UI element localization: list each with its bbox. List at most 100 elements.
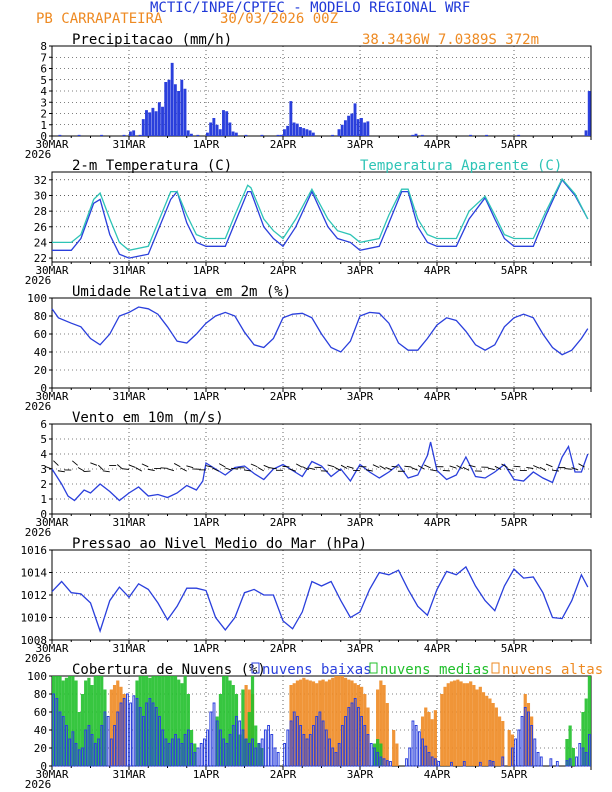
precip-bar — [517, 134, 521, 136]
cloud-bar-nuvens-altas — [488, 698, 492, 766]
cloud-bar-nuvens-altas — [443, 686, 447, 766]
wind-arrow — [533, 465, 540, 469]
cloud-bar-nuvens-altas — [360, 686, 364, 766]
precip-bar — [173, 84, 177, 136]
x-tick-label: 3APR — [347, 768, 374, 781]
cloud-bar-baixas — [273, 747, 277, 767]
cloud-bar-baixas — [58, 711, 62, 767]
wind-arrow — [205, 465, 213, 468]
cloud-bar-baixas — [389, 761, 392, 767]
precip-bar — [420, 134, 424, 136]
wind-arrow — [539, 466, 547, 472]
cloud-bar-nuvens-altas — [462, 683, 466, 766]
wind-arrow — [365, 469, 373, 472]
cloud-bar-nuvens-medias — [250, 676, 255, 766]
wind-arrow — [327, 464, 335, 468]
x-tick-label: 30MAR — [35, 138, 68, 151]
cloud-bar-baixas — [405, 758, 408, 767]
legend-label: nuvens altas — [502, 662, 603, 678]
wind-arrow — [282, 465, 290, 468]
precip-bar — [260, 134, 264, 136]
wind-arrow — [83, 470, 91, 473]
cloud-bar-nuvens-altas — [244, 685, 248, 766]
x-tick-label: 31MAR — [112, 138, 145, 151]
wind-arrow — [391, 465, 399, 468]
cloud-bar-baixas — [315, 716, 319, 767]
cloud-bar-baixas — [328, 738, 331, 767]
cloud-bar-baixas — [228, 734, 232, 767]
cloud-bar-baixas — [97, 738, 100, 767]
x-year-label: 2026 — [25, 148, 52, 161]
y-tick-label: 2 — [40, 108, 47, 121]
precip-bar — [244, 134, 248, 136]
y-tick-label: 22 — [34, 252, 47, 265]
cloud-bar-nuvens-medias — [145, 676, 149, 766]
cloud-bar-nuvens-altas — [343, 677, 348, 766]
cloud-bar-baixas — [292, 711, 296, 767]
precip-bar — [161, 106, 164, 136]
cloud-bar-baixas — [324, 729, 328, 767]
cloud-bar-nuvens-medias — [167, 676, 171, 766]
precip-bar — [196, 134, 200, 136]
cloud-bar-nuvens-medias — [135, 680, 139, 766]
wind-arrow — [340, 464, 348, 469]
cloud-bar-nuvens-altas — [501, 721, 505, 766]
wind-arrow — [302, 466, 309, 471]
cloud-bar-baixas — [219, 729, 222, 767]
wind-arrow — [551, 469, 559, 472]
cloud-bar-nuvens-medias — [180, 683, 184, 766]
wind-arrow — [257, 466, 264, 472]
cloud-bar-nuvens-altas — [366, 707, 370, 766]
cloud-bar-baixas — [251, 738, 254, 767]
precip-bar — [311, 132, 315, 136]
plot-frame — [51, 297, 592, 389]
y-tick-label: 0 — [40, 382, 47, 395]
wind-arrow — [578, 463, 585, 468]
wind-arrow — [53, 460, 59, 466]
y-tick-label: 28 — [34, 205, 47, 218]
y-tick-label: 0 — [40, 508, 47, 521]
x-tick-label: 4APR — [424, 768, 451, 781]
precip-bar — [283, 129, 286, 136]
cloud-bar-baixas — [193, 752, 197, 767]
legend-swatch — [251, 662, 260, 674]
precip-bar — [170, 62, 174, 136]
cloud-bar-baixas — [129, 702, 133, 767]
cloud-bar-baixas — [382, 758, 386, 767]
cloud-bar-baixas — [437, 761, 441, 767]
cloud-bar-nuvens-altas — [363, 694, 367, 766]
cloud-bar-baixas — [305, 738, 309, 767]
cloud-bar-baixas — [77, 749, 81, 767]
precip-bar — [299, 127, 302, 136]
cloud-bar-nuvens-altas — [382, 685, 386, 766]
precip-bar — [209, 122, 213, 136]
y-tick-label: 1014 — [21, 567, 48, 580]
precip-bar — [122, 134, 126, 136]
cloud-bar-baixas — [523, 707, 527, 767]
cloud-bar-baixas — [587, 734, 591, 767]
cloud-bar-nuvens-altas — [289, 685, 293, 766]
cloud-bar-nuvens-medias — [581, 712, 585, 766]
cloud-bar-baixas — [337, 743, 341, 767]
cloud-bar-nuvens-altas — [469, 681, 473, 766]
wind-arrow — [141, 463, 149, 468]
precip-bar — [337, 129, 341, 136]
cloud-bar-nuvens-altas — [302, 677, 306, 766]
precip-bar — [302, 128, 306, 136]
precip-bar — [289, 101, 293, 136]
cloud-bar-nuvens-altas — [315, 683, 319, 766]
x-tick-label: 31MAR — [112, 642, 145, 655]
cloud-bar-baixas — [296, 716, 299, 767]
y-tick-label: 80 — [34, 688, 47, 701]
cloud-bar-nuvens-medias — [148, 677, 152, 766]
wind-arrow — [513, 465, 521, 468]
cloud-bar-baixas — [581, 747, 585, 767]
precip-bar — [164, 82, 168, 136]
cloud-bar-nuvens-medias — [228, 680, 232, 766]
precip-bar — [295, 123, 299, 136]
y-tick-label: 5 — [40, 74, 47, 87]
precip-bar — [305, 129, 309, 136]
cloud-bar-baixas — [151, 702, 155, 767]
y-tick-label: 80 — [34, 310, 47, 323]
